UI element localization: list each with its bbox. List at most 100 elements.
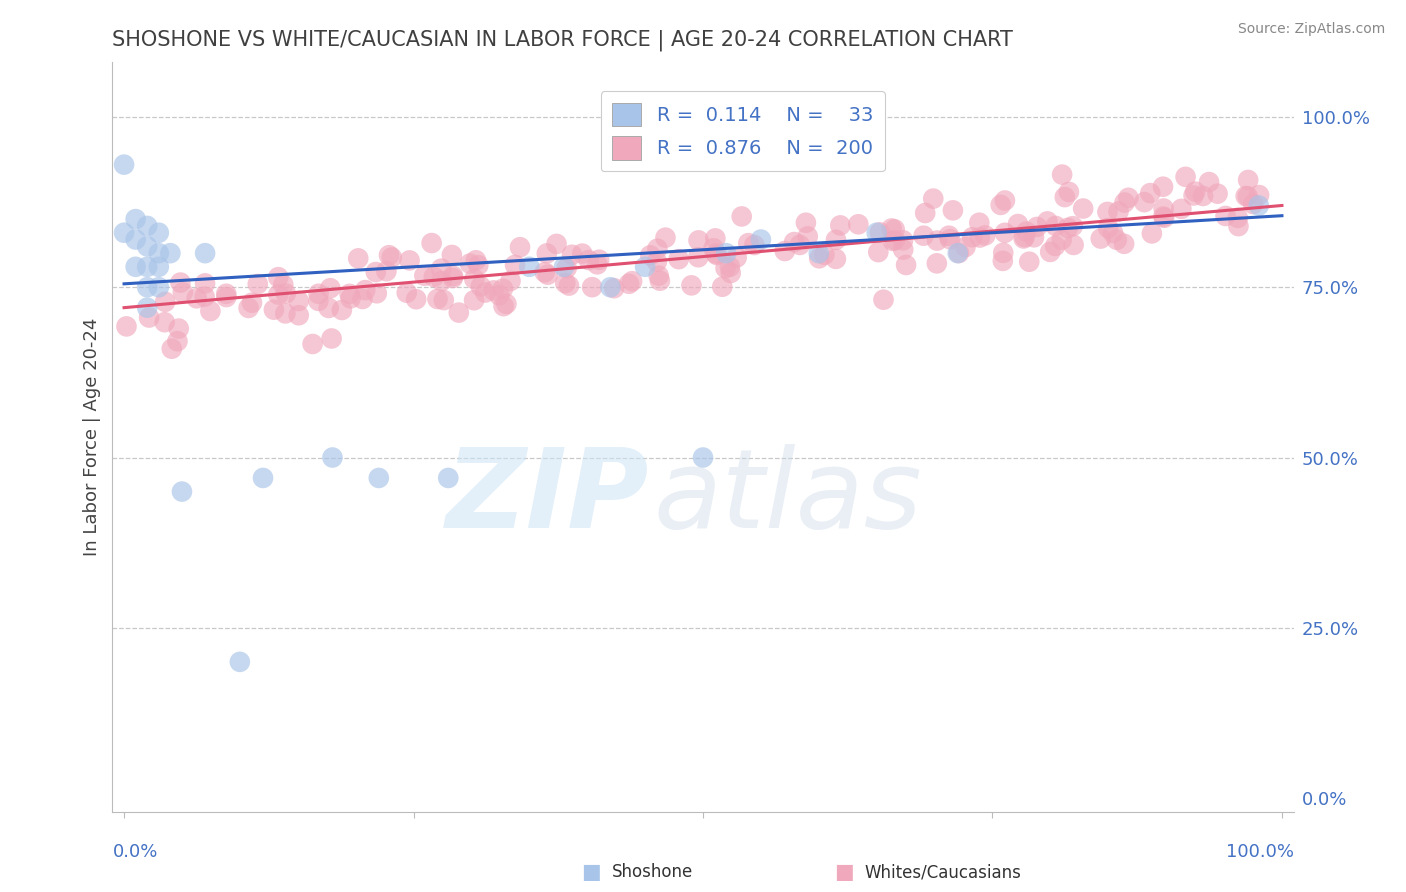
- Point: [1226, 211, 1249, 225]
- Point: [413, 268, 436, 283]
- Point: [813, 248, 835, 262]
- Point: [706, 248, 728, 262]
- Point: [495, 297, 517, 311]
- Point: [872, 293, 894, 307]
- Point: [124, 233, 146, 247]
- Point: [654, 230, 676, 244]
- Point: [704, 231, 727, 245]
- Point: [536, 246, 558, 260]
- Point: [714, 246, 737, 260]
- Point: [430, 261, 453, 276]
- Point: [301, 337, 323, 351]
- Point: [668, 252, 690, 267]
- Point: [720, 266, 742, 280]
- Point: [1014, 230, 1036, 244]
- Point: [1206, 186, 1229, 201]
- Point: [994, 226, 1017, 240]
- Point: [1234, 189, 1257, 203]
- Point: [880, 221, 903, 235]
- Point: [912, 228, 935, 243]
- Point: [319, 281, 342, 295]
- Point: [808, 252, 831, 266]
- Point: [136, 280, 159, 294]
- Point: [891, 233, 914, 247]
- Point: [546, 236, 568, 251]
- Point: [136, 219, 159, 233]
- Point: [621, 274, 644, 288]
- Point: [692, 450, 714, 465]
- Text: Whites/Caucasians: Whites/Caucasians: [865, 863, 1022, 881]
- Point: [991, 253, 1014, 268]
- Point: [1036, 214, 1059, 228]
- Point: [287, 293, 309, 308]
- Point: [433, 293, 456, 307]
- Point: [894, 258, 917, 272]
- Point: [381, 251, 404, 265]
- Point: [464, 253, 486, 268]
- Point: [1022, 230, 1045, 244]
- Point: [138, 310, 160, 325]
- Point: [1152, 210, 1174, 224]
- Point: [367, 471, 389, 485]
- Point: [160, 342, 183, 356]
- Point: [252, 471, 274, 485]
- Point: [1215, 209, 1237, 223]
- Point: [1062, 219, 1084, 234]
- Point: [883, 233, 905, 247]
- Point: [1018, 254, 1040, 268]
- Point: [946, 246, 969, 260]
- Point: [364, 265, 387, 279]
- Point: [287, 308, 309, 322]
- Point: [1102, 226, 1125, 240]
- Point: [869, 225, 891, 239]
- Point: [308, 286, 330, 301]
- Point: [749, 233, 772, 247]
- Point: [702, 241, 724, 255]
- Point: [440, 248, 463, 262]
- Point: [948, 246, 970, 260]
- Point: [395, 285, 418, 300]
- Point: [124, 212, 146, 227]
- Point: [229, 655, 252, 669]
- Point: [1053, 190, 1076, 204]
- Point: [441, 271, 464, 285]
- Point: [375, 264, 398, 278]
- Point: [517, 260, 540, 274]
- Point: [246, 277, 269, 291]
- Text: 0.0%: 0.0%: [112, 843, 157, 861]
- Point: [271, 277, 294, 292]
- Point: [1139, 186, 1161, 200]
- Point: [354, 283, 377, 297]
- Text: ZIP: ZIP: [446, 443, 650, 550]
- Point: [148, 226, 170, 240]
- Point: [1140, 227, 1163, 241]
- Point: [194, 277, 217, 291]
- Point: [509, 240, 531, 254]
- Point: [939, 232, 962, 246]
- Point: [263, 302, 285, 317]
- Point: [1153, 202, 1175, 216]
- Point: [1108, 204, 1130, 219]
- Point: [136, 301, 159, 315]
- Point: [155, 294, 177, 309]
- Point: [1114, 236, 1136, 251]
- Point: [153, 315, 176, 329]
- Point: [866, 226, 889, 240]
- Point: [366, 286, 388, 301]
- Point: [463, 293, 485, 308]
- Point: [634, 260, 657, 274]
- Point: [1184, 185, 1206, 199]
- Point: [215, 290, 238, 304]
- Point: [492, 282, 515, 296]
- Point: [1237, 173, 1260, 187]
- Point: [969, 230, 991, 244]
- Point: [638, 248, 661, 262]
- Point: [240, 295, 263, 310]
- Point: [718, 260, 741, 274]
- Point: [974, 228, 997, 243]
- Point: [347, 252, 370, 266]
- Point: [1249, 188, 1271, 202]
- Point: [1192, 189, 1215, 203]
- Point: [537, 268, 560, 282]
- Point: [274, 286, 297, 301]
